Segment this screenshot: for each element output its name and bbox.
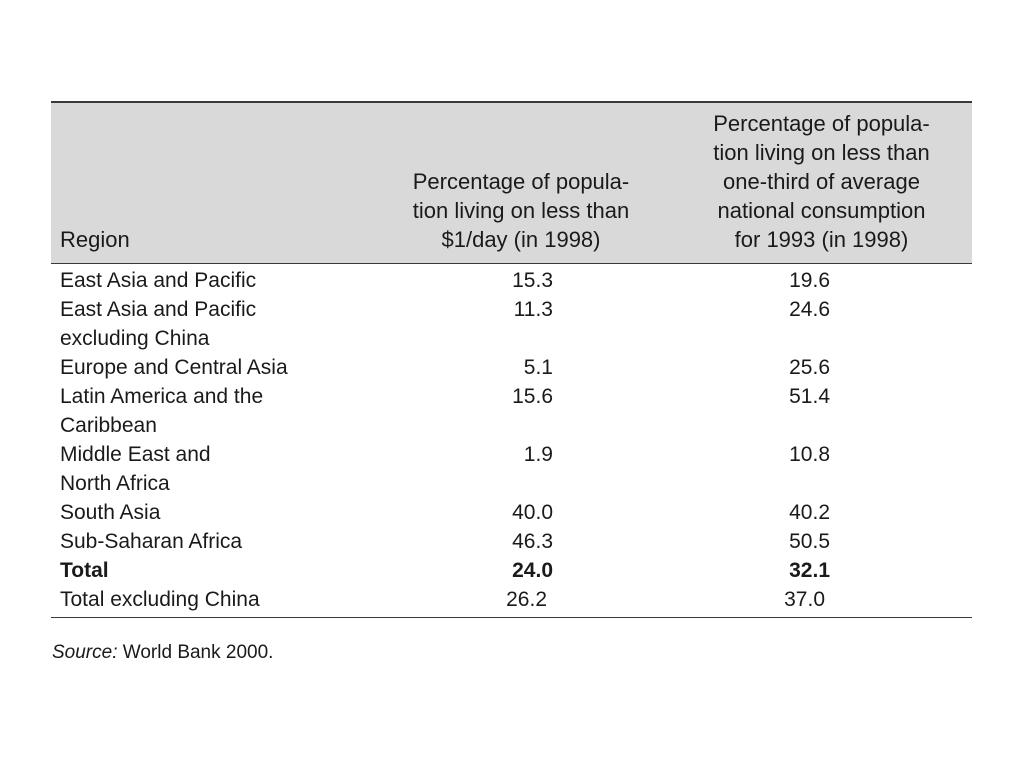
table-row: Sub-Saharan Africa 46.3 50.5: [51, 527, 972, 556]
table-row: Total excluding China 26.2 37.0: [51, 584, 972, 618]
value-dollar-a-day: 24.0: [512, 558, 553, 582]
region-label: East Asia and Pacific: [60, 268, 257, 292]
region-label: Sub-Saharan Africa: [60, 529, 243, 553]
value-one-third: 24.6: [789, 297, 830, 321]
region-label: Total excluding China: [60, 587, 260, 611]
region-cell: Total excluding China: [51, 584, 371, 618]
value-dollar-a-day: 26.2: [371, 584, 671, 618]
value-dollar-a-day: 1.9: [523, 442, 553, 466]
table-row: South Asia 40.0 40.2: [51, 498, 972, 527]
region-label: Total: [60, 558, 109, 582]
header-line: for 1993 (in 1998): [734, 226, 909, 252]
value-dollar-a-day: 11.3: [513, 297, 553, 321]
value-one-third: 25.6: [789, 355, 830, 379]
source-text: World Bank 2000.: [117, 642, 274, 663]
header-dollar-a-day: Percentage of popula- tion living on les…: [371, 101, 671, 264]
table-row: Latin America and the Caribbean 15.6 51.…: [51, 382, 972, 440]
value-one-third: 40.2: [789, 500, 830, 524]
region-label: East Asia and Pacific: [60, 297, 257, 321]
table-row: East Asia and Pacific 15.3 19.6: [51, 263, 972, 295]
poverty-table: Region Percentage of popula- tion living…: [51, 101, 972, 618]
region-cell: Total: [51, 556, 371, 585]
region-cell: Europe and Central Asia: [51, 353, 371, 382]
region-label: Latin America and the: [60, 384, 264, 408]
region-cell: East Asia and Pacific excluding China: [51, 295, 371, 353]
region-label: Europe and Central Asia: [60, 355, 288, 379]
header-line: tion living on less than: [713, 139, 930, 165]
region-cell: Sub-Saharan Africa: [51, 527, 371, 556]
header-line: Percentage of popula-: [713, 110, 930, 136]
value-one-third: 37.0: [671, 584, 972, 618]
region-label: excluding China: [60, 326, 210, 350]
value-one-third: 32.1: [789, 558, 830, 582]
header-line: one-third of average: [723, 168, 920, 194]
header-line: tion living on less than: [412, 197, 630, 223]
table-row: East Asia and Pacific excluding China 11…: [51, 295, 972, 353]
value-one-third: 51.4: [789, 384, 830, 408]
header-region: Region: [51, 101, 371, 264]
region-label: South Asia: [60, 500, 161, 524]
value-dollar-a-day: 15.3: [512, 268, 553, 292]
region-label: Middle East and: [60, 442, 211, 466]
table-header: Region Percentage of popula- tion living…: [51, 101, 972, 264]
table-body: East Asia and Pacific 15.3 19.6 East Asi…: [51, 263, 972, 618]
value-dollar-a-day: 46.3: [512, 529, 553, 553]
table-row: Middle East and North Africa 1.9 10.8: [51, 440, 972, 498]
region-cell: East Asia and Pacific: [51, 263, 371, 295]
region-label: North Africa: [60, 471, 170, 495]
table-row-total: Total 24.0 32.1: [51, 556, 972, 585]
poverty-table-container: Region Percentage of popula- tion living…: [51, 101, 972, 618]
header-line: Percentage of popula-: [412, 168, 630, 194]
value-dollar-a-day: 40.0: [512, 500, 553, 524]
value-one-third: 19.6: [789, 268, 830, 292]
region-cell: Latin America and the Caribbean: [51, 382, 371, 440]
region-cell: South Asia: [51, 498, 371, 527]
value-dollar-a-day: 15.6: [512, 384, 553, 408]
region-label: Caribbean: [60, 413, 157, 437]
header-row: Region Percentage of popula- tion living…: [51, 101, 972, 264]
value-dollar-a-day: 5.1: [523, 355, 553, 379]
header-line: $1/day (in 1998): [441, 226, 601, 252]
source-label: Source:: [52, 642, 118, 663]
region-cell: Middle East and North Africa: [51, 440, 371, 498]
value-one-third: 50.5: [789, 529, 830, 553]
value-one-third: 10.8: [789, 442, 830, 466]
source-note: Source: World Bank 2000.: [52, 641, 273, 665]
header-one-third-consumption: Percentage of popula- tion living on les…: [671, 101, 972, 264]
table-row: Europe and Central Asia 5.1 25.6: [51, 353, 972, 382]
header-line: national consumption: [717, 197, 926, 223]
